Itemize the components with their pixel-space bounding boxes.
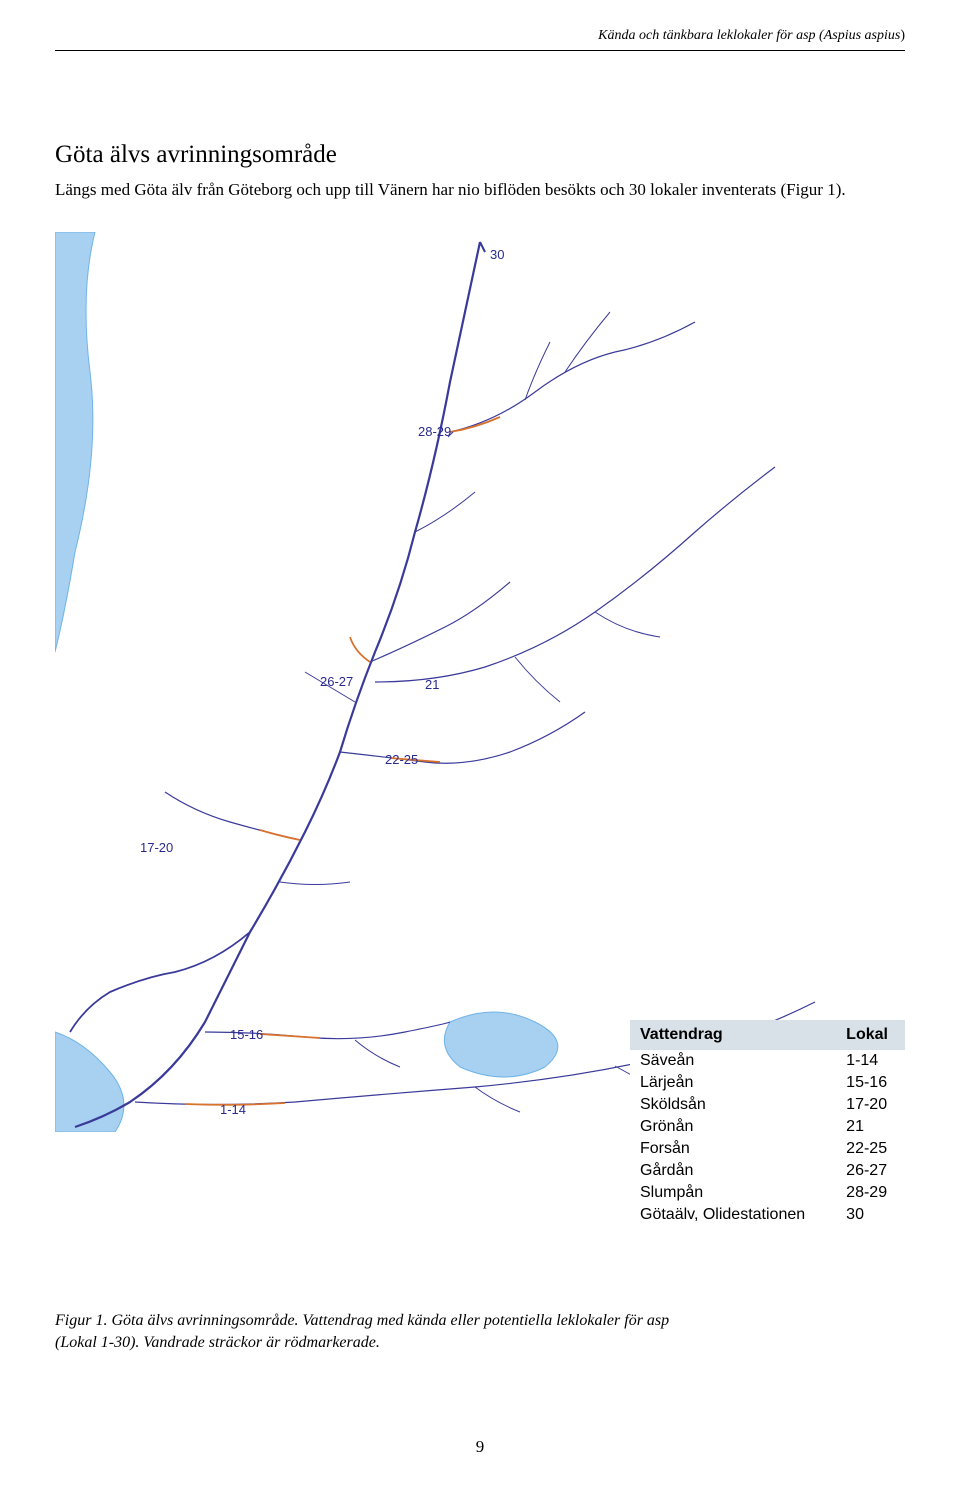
legend-watercourse: Slumpån bbox=[630, 1182, 836, 1204]
map-label: 21 bbox=[425, 677, 439, 692]
legend-row: Gårdån26-27 bbox=[630, 1160, 905, 1182]
map-label: 26-27 bbox=[320, 674, 353, 689]
legend-watercourse: Sköldsån bbox=[630, 1094, 836, 1116]
legend-row: Forsån22-25 bbox=[630, 1138, 905, 1160]
legend-row: Slumpån28-29 bbox=[630, 1182, 905, 1204]
legend-lokal: 30 bbox=[836, 1204, 905, 1226]
legend-row: Götaälv, Olidestationen30 bbox=[630, 1204, 905, 1226]
page-number: 9 bbox=[0, 1437, 960, 1457]
legend-lokal: 1-14 bbox=[836, 1050, 905, 1072]
main-content: Göta älvs avrinningsområde Längs med Göt… bbox=[0, 51, 960, 1132]
map-figure: 3028-2926-272122-2517-2015-161-14 bbox=[55, 232, 905, 1132]
legend-watercourse: Lärjeån bbox=[630, 1072, 836, 1094]
legend-lokal: 22-25 bbox=[836, 1138, 905, 1160]
legend-lokal: 28-29 bbox=[836, 1182, 905, 1204]
section-title: Göta älvs avrinningsområde bbox=[55, 141, 905, 169]
map-label: 28-29 bbox=[418, 424, 451, 439]
page-running-header: Kända och tänkbara leklokaler för asp (A… bbox=[55, 0, 905, 51]
header-species: Aspius aspius bbox=[824, 28, 901, 43]
legend-col-0: Vattendrag bbox=[630, 1020, 836, 1050]
legend-row: Säveån1-14 bbox=[630, 1050, 905, 1072]
legend-row: Grönån21 bbox=[630, 1116, 905, 1138]
legend-header-row: Vattendrag Lokal bbox=[630, 1020, 905, 1050]
map-label: 17-20 bbox=[140, 840, 173, 855]
map-label: 30 bbox=[490, 247, 504, 262]
map-label: 22-25 bbox=[385, 752, 418, 767]
legend-lokal: 26-27 bbox=[836, 1160, 905, 1182]
header-suffix: ) bbox=[900, 28, 905, 43]
legend-watercourse: Gårdån bbox=[630, 1160, 836, 1182]
map-label: 15-16 bbox=[230, 1027, 263, 1042]
legend-watercourse: Götaälv, Olidestationen bbox=[630, 1204, 836, 1226]
figure-caption: Figur 1. Göta älvs avrinningsområde. Vat… bbox=[55, 1310, 675, 1353]
legend-watercourse: Säveån bbox=[630, 1050, 836, 1072]
river-map-svg bbox=[55, 232, 905, 1132]
legend-row: Lärjeån15-16 bbox=[630, 1072, 905, 1094]
legend-row: Sköldsån17-20 bbox=[630, 1094, 905, 1116]
legend-table: Vattendrag Lokal Säveån1-14Lärjeån15-16S… bbox=[630, 1020, 905, 1226]
legend-col-1: Lokal bbox=[836, 1020, 905, 1050]
section-body: Längs med Göta älv från Göteborg och upp… bbox=[55, 179, 905, 202]
legend-watercourse: Grönån bbox=[630, 1116, 836, 1138]
map-label: 1-14 bbox=[220, 1102, 246, 1117]
legend-lokal: 21 bbox=[836, 1116, 905, 1138]
legend-watercourse: Forsån bbox=[630, 1138, 836, 1160]
legend-lokal: 17-20 bbox=[836, 1094, 905, 1116]
legend-box: Vattendrag Lokal Säveån1-14Lärjeån15-16S… bbox=[630, 1020, 905, 1226]
header-prefix: Kända och tänkbara leklokaler för asp ( bbox=[598, 28, 824, 43]
legend-lokal: 15-16 bbox=[836, 1072, 905, 1094]
